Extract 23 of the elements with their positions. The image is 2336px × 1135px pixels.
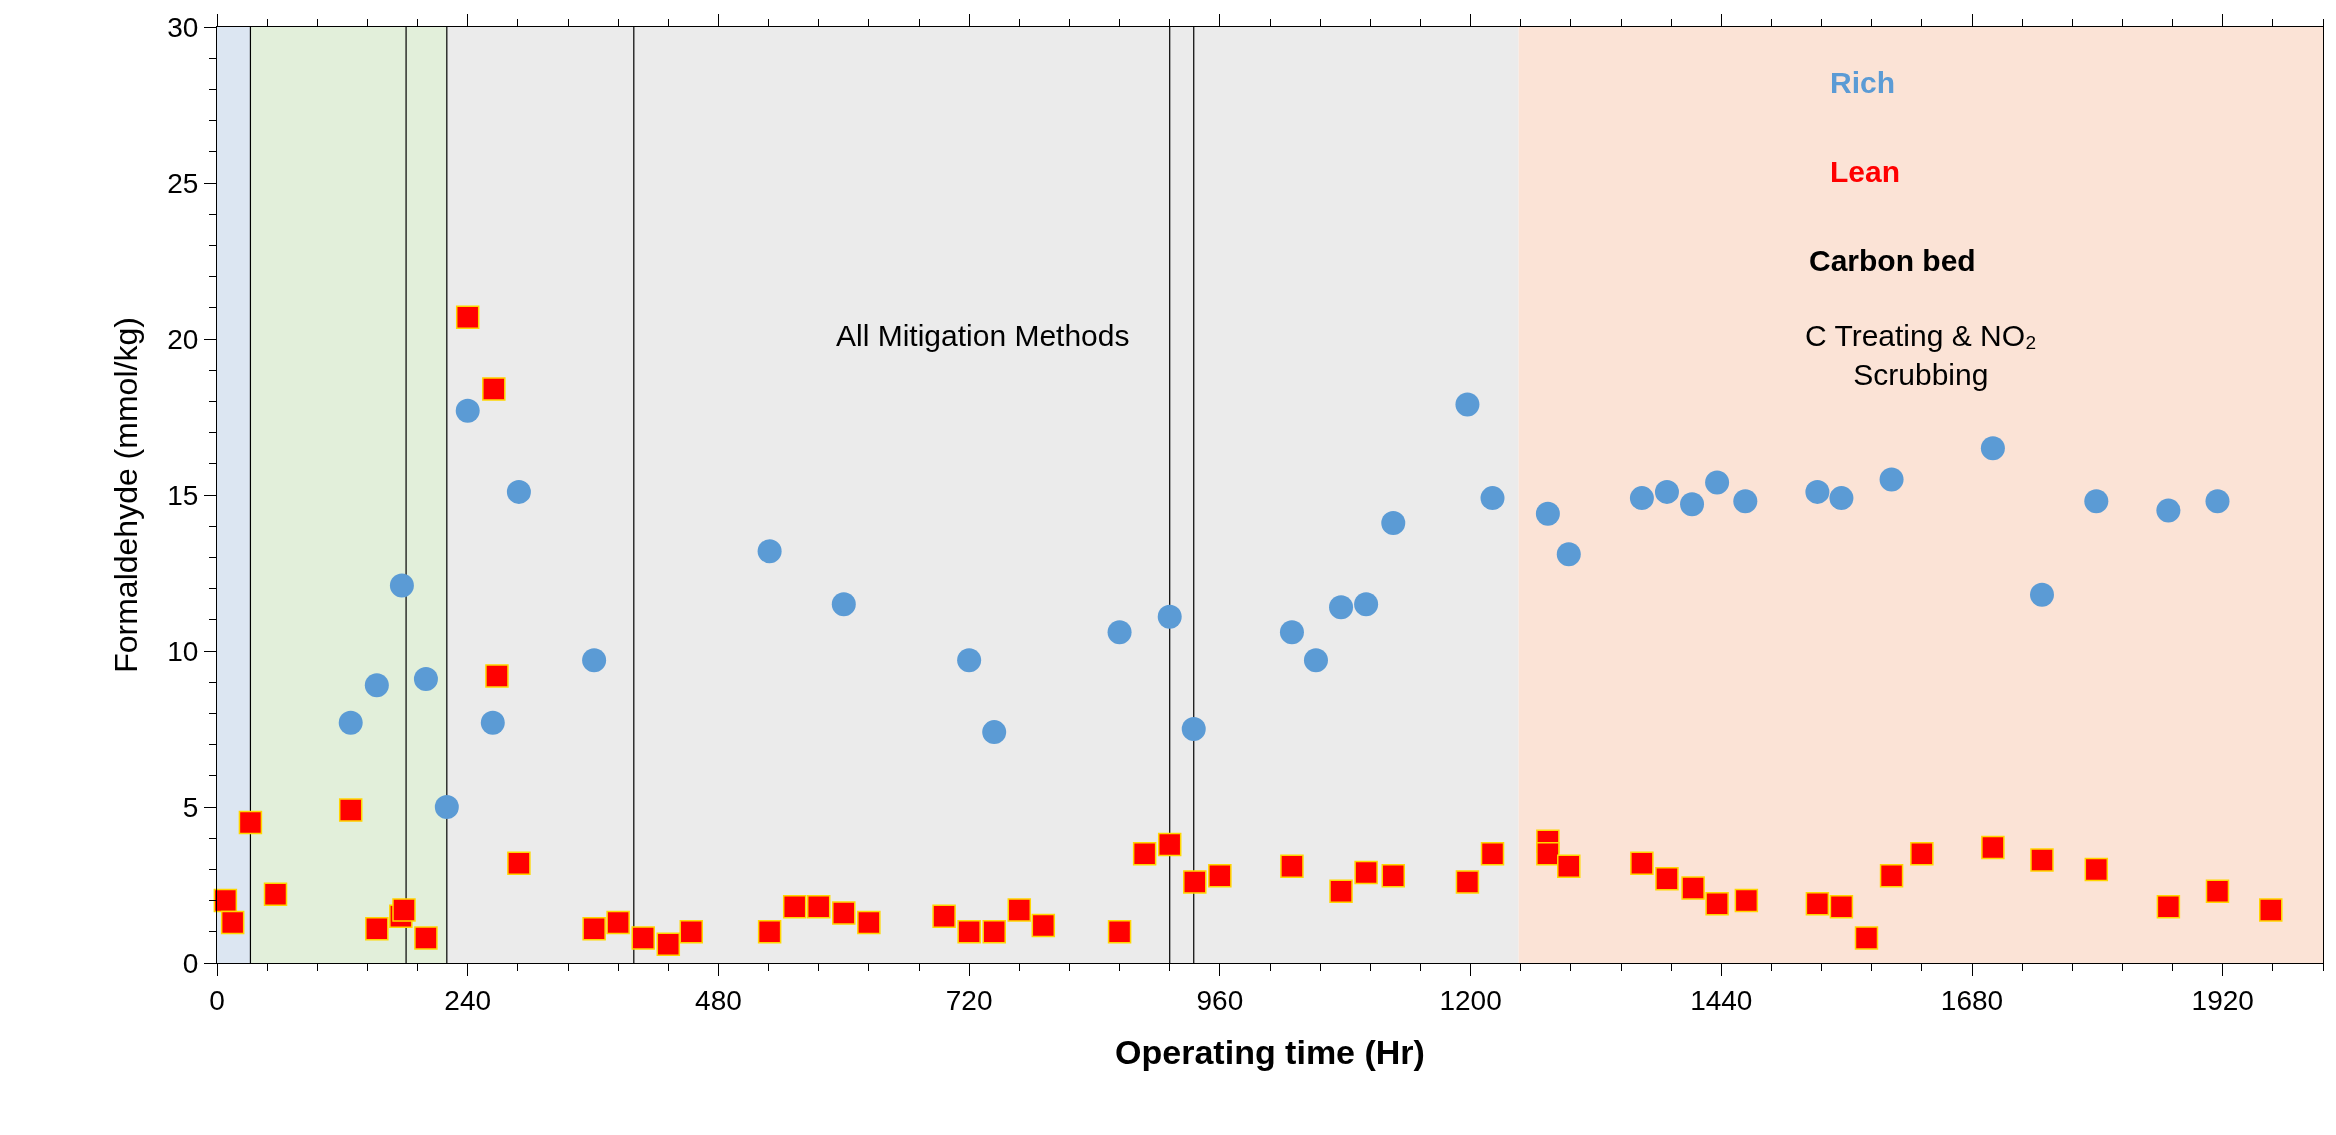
y-tick-label: 20 <box>167 323 199 355</box>
y-tick-label: 5 <box>182 791 199 823</box>
x-tick-label: 720 <box>945 984 993 1016</box>
annotation: Carbon bed <box>1809 244 1976 277</box>
text: Rich <box>1830 66 1896 99</box>
x-axis-title: Operating time (Hr) <box>1115 1032 1425 1071</box>
y-tick-label: 15 <box>167 479 199 511</box>
x-tick-label: 240 <box>444 984 492 1016</box>
x-tick-label: 960 <box>1196 984 1244 1016</box>
band-label: C Treating & NO₂ Scrubbing <box>1805 319 2037 391</box>
y-tick-label: 10 <box>167 635 199 667</box>
y-tick-label: 25 <box>167 167 199 199</box>
text: Lean <box>1830 155 1901 188</box>
y-axis-title: Formaldehyde (mmol/kg) <box>107 317 144 673</box>
band-label: All Mitigation Methods <box>836 319 1130 352</box>
x-tick-label: 1440 <box>1690 984 1753 1016</box>
x-tick-label: 1680 <box>1940 984 2004 1016</box>
y-tick-label: 0 <box>182 947 199 979</box>
x-tick-label: 0 <box>209 984 225 1016</box>
x-tick-label: 480 <box>695 984 742 1016</box>
x-tick-label: 1920 <box>2191 984 2254 1016</box>
x-tick-label: 1200 <box>1439 984 1502 1016</box>
y-tick-label: 30 <box>167 11 199 43</box>
